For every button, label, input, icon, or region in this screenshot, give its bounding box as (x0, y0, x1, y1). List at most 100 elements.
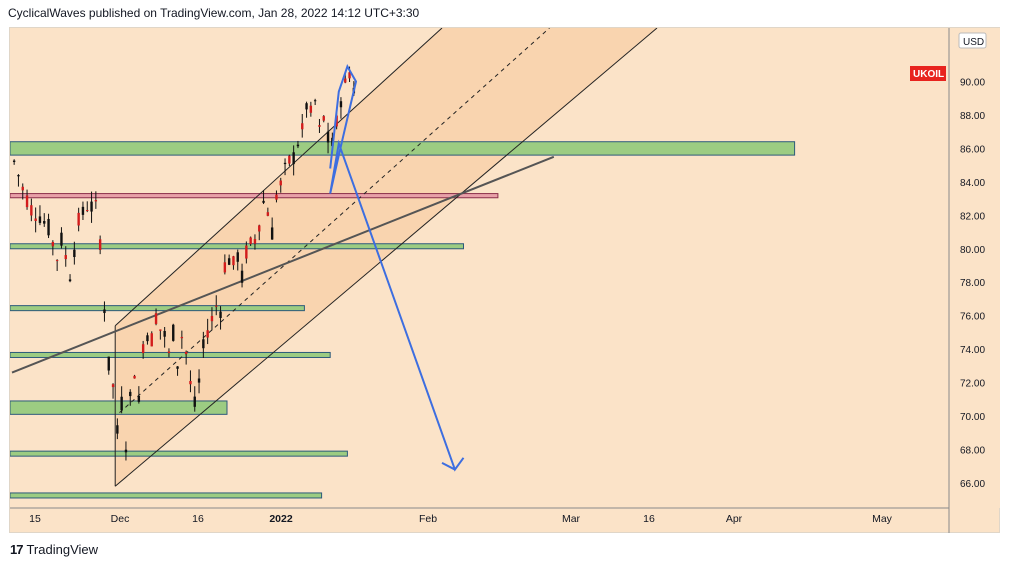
x-tick-label: Dec (111, 513, 130, 525)
zone-2 (10, 243, 464, 250)
candle-body (64, 255, 67, 260)
candle-body (47, 218, 50, 236)
candle-body (25, 195, 29, 208)
candle-body (98, 239, 102, 250)
candle-body (206, 330, 209, 338)
zone-1 (10, 193, 499, 199)
candle-body (210, 315, 214, 322)
candle-body (240, 270, 244, 283)
currency-badge (958, 32, 987, 49)
y-tick-label: 70.00 (960, 412, 985, 423)
candle-body (21, 186, 24, 191)
candle-body (116, 425, 119, 434)
candle-body (232, 256, 235, 266)
y-tick-label: 78.00 (960, 278, 985, 289)
candle-body (184, 351, 188, 355)
candle-body (90, 201, 93, 212)
currency-label: USD (963, 37, 984, 48)
candle-body (223, 262, 227, 273)
x-tick-label: May (872, 513, 893, 525)
candle-body (275, 194, 278, 200)
candle-body (103, 309, 106, 314)
candle-body (326, 131, 330, 143)
x-tick-label: Feb (419, 513, 437, 525)
candle-body (146, 335, 149, 342)
candle-body (258, 225, 261, 232)
candle-body (154, 313, 158, 324)
candle-body (34, 218, 37, 222)
candle-body (270, 227, 274, 240)
candle-body (150, 333, 153, 347)
y-tick-label: 72.00 (960, 379, 985, 390)
candle-body (167, 351, 171, 354)
candle-body (292, 152, 295, 165)
candle-body (159, 329, 162, 331)
y-tick-label: 82.00 (960, 211, 985, 222)
candle-body (322, 116, 325, 121)
candle-body (197, 378, 201, 383)
zone-0 (10, 141, 796, 156)
y-tick-label: 88.00 (960, 111, 985, 122)
zone-3 (10, 305, 305, 312)
candle-body (141, 344, 145, 354)
footer-brand[interactable]: TradingView (26, 542, 99, 557)
price-axis-bg (950, 28, 1000, 508)
candle-body (51, 241, 55, 247)
candle-body (227, 258, 231, 265)
candle-body (305, 103, 308, 110)
candle-body (180, 336, 184, 339)
candle-body (279, 180, 282, 186)
candle-body (68, 279, 72, 282)
tradingview-logo-icon: 17 (10, 542, 24, 557)
symbol-label: UKOIL (913, 69, 944, 80)
candle-body (309, 105, 313, 113)
candle-body (120, 396, 123, 411)
candle-body (318, 125, 321, 127)
candle-body (262, 200, 265, 203)
candle-body (215, 305, 218, 307)
candle-body (60, 232, 63, 246)
candle-body (313, 100, 317, 102)
candle-body (339, 101, 343, 108)
y-tick-label: 68.00 (960, 445, 985, 456)
plot-layer (10, 28, 796, 499)
candle-body (296, 144, 300, 147)
candle-body (43, 220, 46, 224)
candle-body (12, 160, 16, 162)
zone-6 (10, 450, 348, 457)
candle-body (249, 237, 252, 245)
candle-body (245, 245, 248, 259)
candle-body (38, 216, 42, 223)
y-tick-label: 80.00 (960, 245, 985, 256)
candle-body (86, 210, 89, 212)
x-tick-label: 2022 (269, 513, 293, 525)
y-tick-label: 90.00 (960, 78, 985, 89)
y-tick-label: 84.00 (960, 178, 985, 189)
symbol-badge (910, 66, 946, 81)
candle-body (202, 339, 205, 349)
zone-7 (10, 492, 323, 499)
zone-5 (10, 400, 228, 415)
candle-body (176, 366, 179, 369)
candle-body (172, 324, 175, 341)
x-tick-label: 15 (29, 513, 41, 525)
channel-upper-line (114, 28, 443, 327)
projection-path (329, 64, 465, 472)
channel-middle-line (119, 28, 550, 414)
candle-body (236, 252, 239, 262)
footer: 17 TradingView (10, 542, 98, 557)
candle-body (77, 212, 80, 226)
candle-body (73, 249, 76, 258)
candle-body (266, 212, 270, 216)
candle-body (283, 162, 287, 165)
y-tick-label: 76.00 (960, 312, 985, 323)
candle-body (30, 205, 33, 216)
trendline (11, 155, 555, 374)
publish-header: CyclicalWaves published on TradingView.c… (8, 6, 420, 20)
candle-body (94, 200, 98, 202)
candle-body (288, 155, 291, 164)
candle-body (55, 260, 59, 262)
x-tick-label: 16 (192, 513, 204, 525)
channel-lower-line (114, 28, 658, 487)
